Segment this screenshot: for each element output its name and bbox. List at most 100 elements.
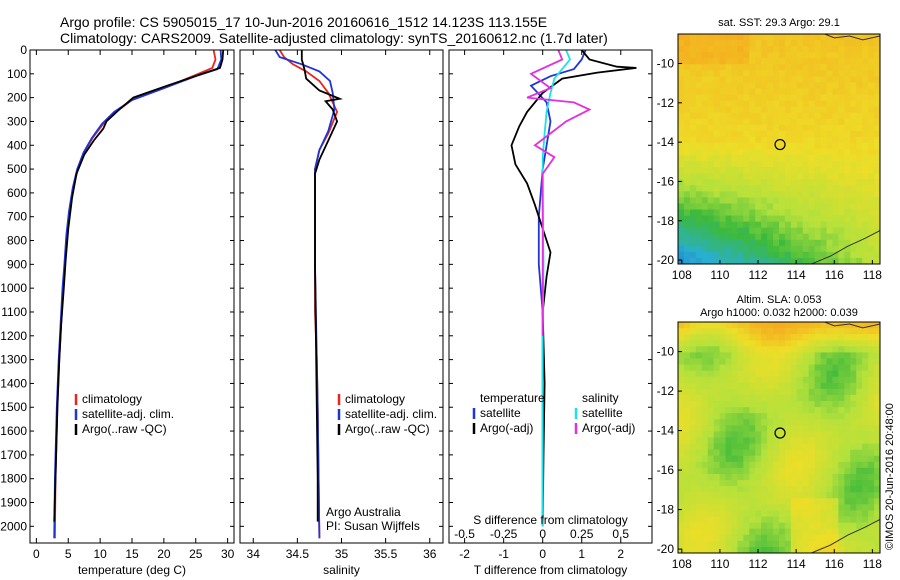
sla_map-cell (796, 382, 804, 390)
sla_map-cell (832, 358, 840, 366)
sst_map-cell (767, 82, 774, 90)
sst_map-cell (784, 161, 792, 168)
sst_map-cell (719, 136, 727, 144)
sst_map-cell (784, 227, 792, 235)
sst_map-cell (707, 40, 715, 47)
sla_map-cell (678, 382, 685, 390)
sla_map-cell (850, 540, 857, 548)
sst_map-cell (678, 197, 685, 205)
sla_map-cell (755, 467, 762, 475)
sst_map-cell (820, 64, 828, 71)
sst_map-cell (802, 112, 810, 120)
sst_map-cell (784, 251, 792, 259)
sst_map-cell (832, 251, 840, 259)
sst_map-cell (838, 173, 845, 180)
sst_map-cell (773, 251, 780, 259)
sla_map-cell (719, 364, 727, 372)
sst_map-cell (826, 149, 834, 156)
sla_map-cell (725, 486, 733, 493)
sla_map-cell (784, 401, 792, 408)
sst_map-cell (773, 136, 780, 144)
sla_map-cell (856, 534, 863, 542)
sla_map-cell (784, 340, 792, 347)
sla_map-cell (808, 480, 816, 487)
sst_map-cell (820, 112, 828, 120)
sla_map-cell (820, 492, 828, 499)
sla_map-cell (838, 455, 845, 463)
sla_map-cell (737, 480, 744, 487)
sst_map-cell (707, 149, 715, 156)
sst_map-cell (838, 185, 845, 192)
sst_map-cell (820, 82, 828, 90)
sla_map-cell (796, 401, 804, 408)
sst_map-cell (719, 197, 727, 205)
sst_map-cell (796, 161, 804, 168)
sla_map-cell (749, 431, 756, 439)
sla_map-cell (755, 419, 762, 426)
sla_map-cell (838, 449, 845, 457)
sst_map-cell (796, 94, 804, 102)
sst_map-cell (761, 179, 768, 186)
difference-legend-salinity-label: Argo(-adj) (582, 421, 635, 435)
sst_map-cell (838, 94, 845, 102)
sst_map-cell (719, 221, 727, 229)
sla_map-cell (832, 425, 840, 433)
sla_map-cell (874, 401, 880, 408)
sla_map-cell (755, 522, 762, 530)
sst_map-cell (856, 203, 863, 211)
sst_map-cell (832, 161, 840, 168)
sla_map-cell (832, 486, 840, 493)
sst_map-cell (683, 161, 691, 168)
sla_map-cell (725, 364, 733, 372)
sst_map-cell (773, 94, 780, 102)
sla_map-cell (767, 449, 774, 457)
sla_map-cell (678, 334, 685, 341)
sla_map-cell (850, 480, 857, 487)
sst_map-cell (689, 167, 697, 174)
sla_map-cell (850, 504, 857, 512)
sst_map-cell (868, 239, 875, 247)
sst_map-cell (743, 209, 750, 217)
sla_map-cell (820, 473, 828, 481)
sst_map-cell (701, 40, 709, 47)
sla_map-cell (832, 407, 840, 414)
sla_map-cell (678, 328, 685, 335)
sst_map-cell (784, 94, 792, 102)
sla_map-cell (773, 534, 780, 542)
sst_map-cell (856, 76, 863, 84)
sla_map-cell (862, 546, 869, 553)
sst_map-cell (701, 142, 709, 150)
sla_map-cell (701, 504, 709, 512)
sla_map-cell (731, 334, 739, 341)
depth-tick-label: 600 (7, 186, 27, 200)
sst_map-cell (767, 106, 774, 114)
sst_map-cell (874, 82, 880, 90)
sst_map-cell (784, 130, 792, 138)
sla_map-cell (731, 534, 739, 542)
sla_map-cell (802, 328, 810, 335)
sla_map-cell (713, 364, 721, 372)
sst_map-cell (731, 136, 739, 144)
sst_map-cell (784, 185, 792, 192)
sla_map-cell (737, 443, 744, 451)
sst_map-cell (737, 100, 744, 108)
sst_map-cell (767, 209, 774, 217)
sla_map-cell (862, 540, 869, 548)
sst_map-cell (767, 130, 774, 138)
sla_map-xtick-label: 112 (748, 557, 767, 571)
sst_map-cell (713, 94, 721, 102)
sst_map-cell (826, 142, 834, 150)
sla_map-cell (838, 467, 845, 475)
sst_map-cell (683, 155, 691, 162)
sst_map-cell (784, 34, 792, 41)
sla-map-subtitle: Argo h1000: 0.032 h2000: 0.039 (700, 307, 858, 319)
sla_map-cell (808, 461, 816, 469)
sst_map-cell (784, 221, 792, 229)
sla_map-cell (790, 528, 798, 536)
sla_map-cell (808, 394, 816, 402)
sst_map-cell (820, 94, 828, 102)
sla_map-cell (707, 461, 715, 469)
sst_map-cell (773, 88, 780, 96)
sst_map-cell (784, 142, 792, 150)
sst_map-cell (678, 245, 685, 253)
